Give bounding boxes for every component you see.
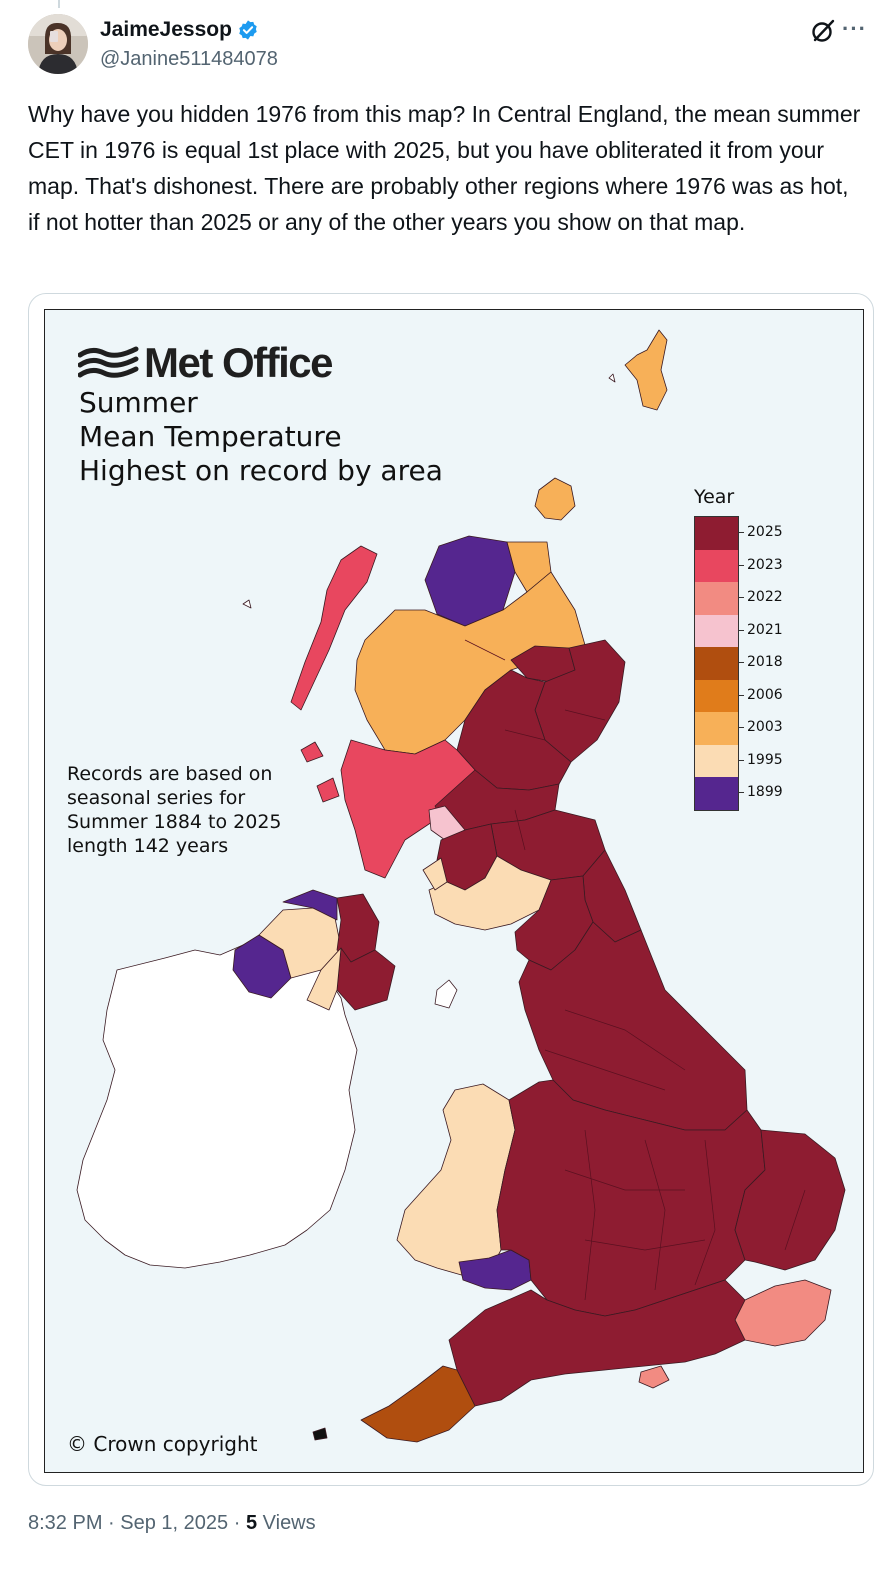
views-count: 5 <box>245 1512 258 1534</box>
user-handle[interactable]: @Janine511484078 <box>100 48 278 70</box>
legend-swatch <box>695 647 738 680</box>
legend-label: 2025 <box>739 516 783 549</box>
legend-label: 2018 <box>739 646 783 679</box>
legend-label: 2023 <box>739 549 783 582</box>
brand-name: Met Office <box>144 339 334 386</box>
met-office-brand: Met Office <box>78 339 334 387</box>
isle-of-wight <box>638 1365 670 1389</box>
ireland-region <box>76 929 358 1269</box>
legend-swatch <box>695 517 738 550</box>
post-meta: 8:32 PM · Sep 1, 2025 · 5 Views <box>28 1512 316 1535</box>
met-office-map: Met Office Summer Mean Temperature Highe… <box>44 309 864 1473</box>
legend-swatch <box>695 712 738 745</box>
legend-labels: 2025 2023 2022 2021 2018 2006 2003 1995 … <box>739 516 783 809</box>
records-note-line: seasonal series for <box>67 787 246 809</box>
isle-of-man <box>434 979 458 1009</box>
post-header: JaimeJessop @Janine511484078 ··· <box>28 14 866 78</box>
met-office-logo-icon <box>78 346 139 378</box>
map-legend: Year 2025 2023 2022 2021 2018 2006 2003 <box>693 486 783 811</box>
post-media[interactable]: Met Office Summer Mean Temperature Highe… <box>28 293 874 1486</box>
verified-badge-icon <box>239 20 257 40</box>
cornwall <box>360 1365 476 1443</box>
orkney <box>534 477 576 521</box>
legend-label: 2021 <box>739 614 783 647</box>
legend-swatch <box>695 549 738 582</box>
legend-label: 2006 <box>739 679 783 712</box>
post-time[interactable]: 8:32 PM <box>28 1512 103 1534</box>
ni-derry <box>282 889 338 921</box>
avatar-image <box>28 14 88 74</box>
map-title-line: Highest on record by area <box>79 454 443 487</box>
avatar[interactable] <box>28 14 88 74</box>
thread-connector-line <box>58 0 60 8</box>
records-note-line: length 142 years <box>67 835 229 857</box>
legend-swatch <box>695 582 738 615</box>
legend-label: 2003 <box>739 711 783 744</box>
western-isles <box>290 545 378 711</box>
legend-swatch <box>695 614 738 647</box>
uk-map-graphic <box>76 329 846 1443</box>
shetland <box>624 329 668 411</box>
post-date[interactable]: Sep 1, 2025 <box>120 1512 229 1534</box>
more-icon[interactable]: ··· <box>842 16 867 41</box>
name-row: JaimeJessop <box>100 18 259 42</box>
ni-down <box>336 947 396 1011</box>
cumbria-scot <box>422 857 448 891</box>
post-text: Why have you hidden 1976 from this map? … <box>28 101 861 235</box>
grok-icon[interactable] <box>810 18 836 44</box>
legend-swatch <box>695 679 738 712</box>
records-note: Records are based on seasonal series for… <box>67 762 282 858</box>
copyright-notice: © Crown copyright <box>67 1432 258 1456</box>
legend-swatch <box>695 777 738 810</box>
legend-label: 2022 <box>739 581 783 614</box>
ni-fermanagh <box>306 947 342 1011</box>
records-note-line: Summer 1884 to 2025 <box>67 811 282 833</box>
legend-label: 1995 <box>739 744 783 777</box>
south-east-kent <box>734 1279 832 1347</box>
legend-title: Year <box>694 486 735 508</box>
east-anglia <box>734 1129 846 1271</box>
map-title-line: Summer <box>79 386 198 419</box>
wales <box>396 1083 516 1277</box>
map-title: Summer Mean Temperature Highest on recor… <box>79 386 443 488</box>
legend-swatch <box>695 744 738 777</box>
legend-label: 1899 <box>739 776 783 809</box>
map-title-line: Mean Temperature <box>79 420 342 453</box>
meta-separator: · <box>233 1512 241 1534</box>
records-note-line: Records are based on <box>67 763 273 785</box>
meta-separator: · <box>108 1512 115 1534</box>
legend-colorbar <box>694 516 739 811</box>
display-name[interactable]: JaimeJessop <box>100 18 232 41</box>
south-england <box>448 1279 746 1407</box>
views-label: Views <box>262 1512 316 1534</box>
